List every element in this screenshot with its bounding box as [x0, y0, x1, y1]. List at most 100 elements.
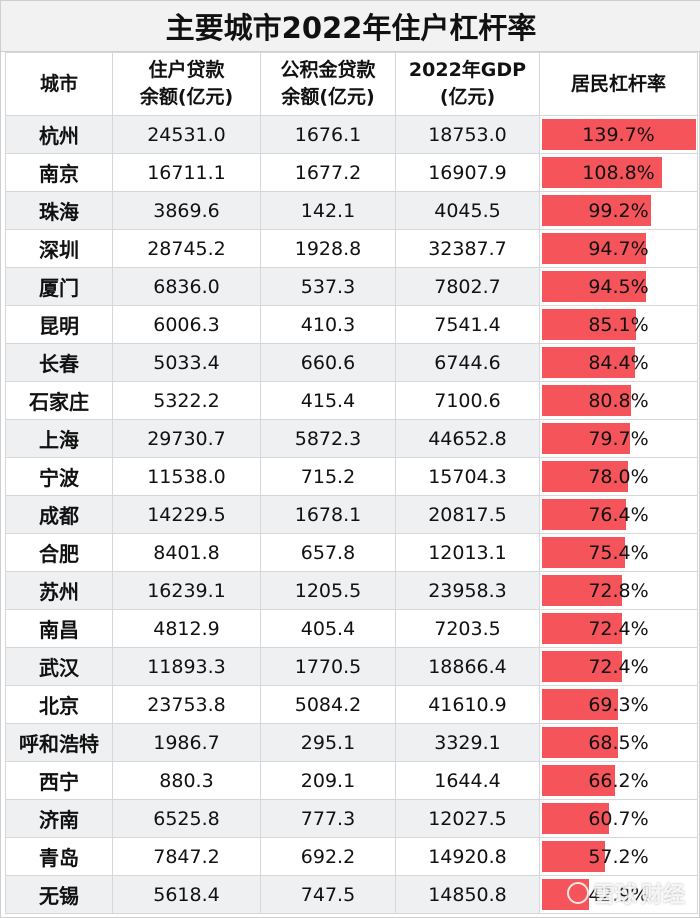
fund-cell: 5084.2: [260, 685, 396, 724]
loan-cell: 3869.6: [112, 191, 261, 230]
gdp-cell: 18866.4: [395, 647, 540, 686]
rate-cell: 60.7%: [539, 799, 698, 838]
rate-value: 57.2%: [588, 845, 649, 868]
gdp-cell: 44652.8: [395, 419, 540, 458]
gdp-cell: 1644.4: [395, 761, 540, 800]
city-cell: 济南: [5, 799, 113, 838]
loan-cell: 23753.8: [112, 685, 261, 724]
city-cell: 南昌: [5, 609, 113, 648]
rate-value: 72.8%: [588, 579, 649, 602]
loan-cell: 4812.9: [112, 609, 261, 648]
loan-cell: 6836.0: [112, 267, 261, 306]
loan-cell: 6525.8: [112, 799, 261, 838]
table-body: 杭州 24531.0 1676.1 18753.0 139.7% 南京 16711.1 167…: [5, 115, 698, 914]
rate-bar: [542, 119, 696, 150]
fund-cell: 142.1: [260, 191, 396, 230]
loan-cell: 6006.3: [112, 305, 261, 344]
rate-bar: [542, 651, 622, 682]
table-row: 杭州 24531.0 1676.1 18753.0 139.7%: [5, 115, 698, 154]
rate-bar: [542, 195, 651, 226]
gdp-cell: 18753.0: [395, 115, 540, 154]
rate-value: 75.4%: [588, 541, 649, 564]
rate-cell: 94.7%: [539, 229, 698, 268]
gdp-cell: 32387.7: [395, 229, 540, 268]
header-city: 城市: [5, 52, 113, 116]
city-cell: 珠海: [5, 191, 113, 230]
table-row: 深圳 28745.2 1928.8 32387.7 94.7%: [5, 229, 698, 268]
chart-title: 主要城市2022年住户杠杆率: [1, 1, 700, 52]
loan-cell: 11893.3: [112, 647, 261, 686]
table-row: 北京 23753.8 5084.2 41610.9 69.3%: [5, 685, 698, 724]
watermark-subtext: 财经: [640, 883, 685, 908]
rate-value: 60.7%: [588, 807, 649, 830]
fund-cell: 537.3: [260, 267, 396, 306]
table-row: 苏州 16239.1 1205.5 23958.3 72.8%: [5, 571, 698, 610]
city-cell: 宁波: [5, 457, 113, 496]
city-cell: 石家庄: [5, 381, 113, 420]
rate-bar: [542, 765, 615, 796]
gdp-cell: 6744.6: [395, 343, 540, 382]
loan-cell: 880.3: [112, 761, 261, 800]
table-row: 武汉 11893.3 1770.5 18866.4 72.4%: [5, 647, 698, 686]
rate-bar: [542, 233, 646, 264]
table-row: 长春 5033.4 660.6 6744.6 84.4%: [5, 343, 698, 382]
loan-cell: 16239.1: [112, 571, 261, 610]
gdp-cell: 4045.5: [395, 191, 540, 230]
rate-bar: [542, 461, 628, 492]
rate-value: 72.4%: [588, 617, 649, 640]
gdp-cell: 41610.9: [395, 685, 540, 724]
fund-cell: 660.6: [260, 343, 396, 382]
loan-cell: 14229.5: [112, 495, 261, 534]
gdp-cell: 16907.9: [395, 153, 540, 192]
rate-cell: 66.2%: [539, 761, 698, 800]
rate-value: 78.0%: [588, 465, 649, 488]
gdp-cell: 20817.5: [395, 495, 540, 534]
rate-cell: 72.4%: [539, 647, 698, 686]
rate-value: 42.9%: [588, 883, 649, 906]
rate-value: 68.5%: [588, 731, 649, 754]
fund-cell: 209.1: [260, 761, 396, 800]
table-row: 合肥 8401.8 657.8 12013.1 75.4%: [5, 533, 698, 572]
rate-bar: [542, 423, 630, 454]
gdp-cell: 7100.6: [395, 381, 540, 420]
rate-cell: 76.4%: [539, 495, 698, 534]
fund-cell: 415.4: [260, 381, 396, 420]
city-cell: 长春: [5, 343, 113, 382]
loan-cell: 1986.7: [112, 723, 261, 762]
city-cell: 北京: [5, 685, 113, 724]
rate-bar: [542, 499, 626, 530]
table-row: 南昌 4812.9 405.4 7203.5 72.4%: [5, 609, 698, 648]
rate-value: 80.8%: [588, 389, 649, 412]
city-cell: 苏州: [5, 571, 113, 610]
fund-cell: 405.4: [260, 609, 396, 648]
rate-cell: 72.4%: [539, 609, 698, 648]
city-cell: 南京: [5, 153, 113, 192]
loan-cell: 24531.0: [112, 115, 261, 154]
rate-value: 76.4%: [588, 503, 649, 526]
gdp-cell: 15704.3: [395, 457, 540, 496]
rate-cell: 85.1%: [539, 305, 698, 344]
rate-cell: 69.3%: [539, 685, 698, 724]
gdp-cell: 7541.4: [395, 305, 540, 344]
rate-cell: 99.2%: [539, 191, 698, 230]
rate-bar: [542, 347, 635, 378]
loan-cell: 7847.2: [112, 837, 261, 876]
table-row: 珠海 3869.6 142.1 4045.5 99.2%: [5, 191, 698, 230]
city-cell: 呼和浩特: [5, 723, 113, 762]
loan-cell: 8401.8: [112, 533, 261, 572]
watermark-text: 雪球: [592, 883, 637, 908]
rate-value: 85.1%: [588, 313, 649, 336]
fund-cell: 1205.5: [260, 571, 396, 610]
rate-value: 84.4%: [588, 351, 649, 374]
leverage-table: 城市 住户贷款 余额(亿元) 公积金贷款 余额(亿元) 2022年GDP (亿元) 居…: [5, 52, 698, 914]
rate-value: 94.7%: [588, 237, 649, 260]
header-rate: 居民杠杆率: [539, 52, 698, 116]
rate-bar: [542, 157, 662, 188]
loan-cell: 5033.4: [112, 343, 261, 382]
fund-cell: 1676.1: [260, 115, 396, 154]
fund-cell: 692.2: [260, 837, 396, 876]
gdp-cell: 14920.8: [395, 837, 540, 876]
loan-cell: 11538.0: [112, 457, 261, 496]
table-row: 厦门 6836.0 537.3 7802.7 94.5%: [5, 267, 698, 306]
